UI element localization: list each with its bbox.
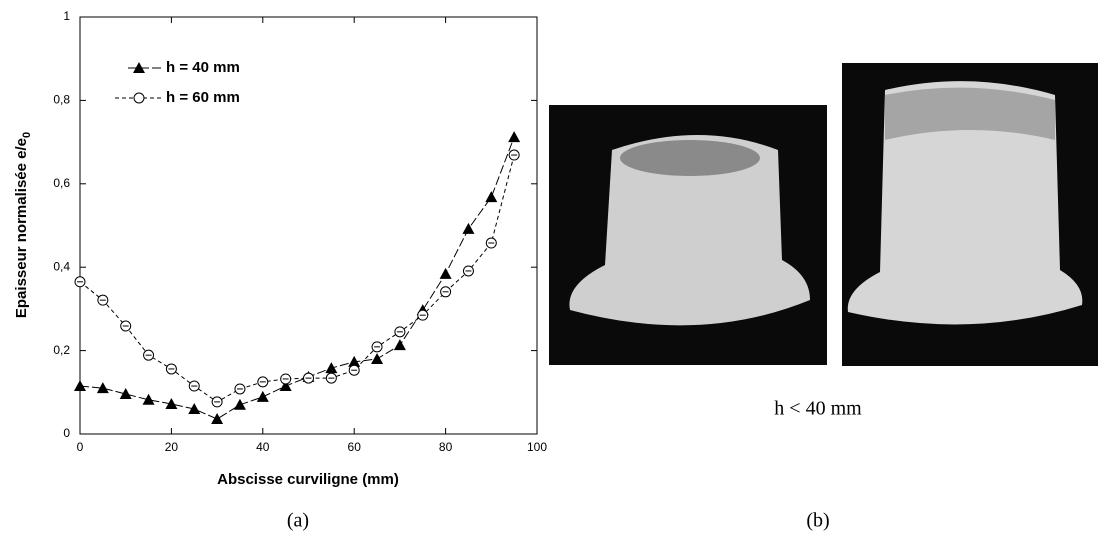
y-tick-label: 0,4 [53, 259, 70, 273]
panel-label: (b) [806, 510, 829, 532]
marker [508, 131, 521, 143]
marker [279, 380, 292, 392]
marker [462, 222, 475, 234]
photo-caption: h < 40 mm [774, 398, 862, 420]
marker [96, 382, 109, 394]
x-tick-label: 100 [527, 440, 547, 454]
plot-frame [79, 16, 538, 435]
marker [393, 339, 406, 351]
panel-label: (a) [287, 510, 309, 532]
marker [371, 352, 384, 364]
marker [133, 62, 145, 73]
y-tick-label: 0,2 [53, 343, 70, 357]
marker [256, 390, 269, 402]
y-axis-title: Epaisseur normalisée e/e0 [13, 132, 33, 318]
marker [133, 92, 145, 104]
legend-marker [133, 92, 145, 104]
y-axis-title-main: Epaisseur normalisée e/e [13, 138, 30, 318]
marker [439, 267, 452, 279]
series-line [79, 136, 515, 420]
legend-label: h = 60 mm [166, 89, 240, 106]
marker [348, 355, 361, 367]
x-tick-label: 0 [77, 440, 84, 454]
marker [74, 380, 86, 392]
x-tick-label: 20 [165, 440, 179, 454]
x-tick-label: 40 [256, 440, 270, 454]
x-axis-title: Abscisse curviligne (mm) [217, 471, 399, 488]
x-tick-label: 60 [348, 440, 362, 454]
photo-right [842, 63, 1098, 366]
marker [233, 398, 246, 410]
marker [325, 362, 338, 374]
marker [211, 412, 224, 424]
y-axis-title-sub: 0 [21, 132, 33, 138]
y-tick-label: 0,6 [53, 176, 70, 190]
y-tick-label: 1 [63, 9, 70, 23]
marker [119, 387, 132, 399]
legend-marker [133, 62, 145, 73]
photo-left [549, 105, 827, 365]
marker [188, 402, 201, 414]
y-tick-label: 0,8 [53, 93, 70, 107]
y-tick-label: 0 [63, 426, 70, 440]
marker [165, 397, 178, 409]
marker [485, 191, 498, 203]
marker [142, 393, 155, 405]
x-tick-label: 80 [439, 440, 453, 454]
legend-label: h = 40 mm [166, 59, 240, 76]
